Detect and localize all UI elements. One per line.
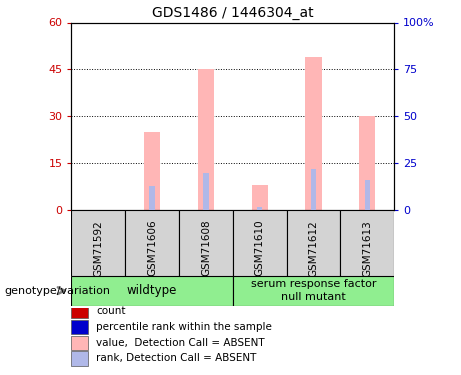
Bar bbox=[198, 69, 214, 210]
Text: percentile rank within the sample: percentile rank within the sample bbox=[96, 322, 272, 332]
Bar bbox=[125, 210, 179, 276]
Bar bbox=[233, 210, 287, 276]
Bar bbox=[71, 210, 125, 276]
Bar bbox=[203, 172, 208, 210]
Bar bbox=[71, 336, 89, 350]
Bar bbox=[149, 186, 155, 210]
Text: GSM71592: GSM71592 bbox=[93, 220, 103, 277]
Bar bbox=[365, 180, 370, 210]
Bar bbox=[257, 207, 262, 210]
Text: serum response factor
null mutant: serum response factor null mutant bbox=[251, 279, 376, 302]
Bar bbox=[305, 57, 321, 210]
Text: genotype/variation: genotype/variation bbox=[5, 286, 111, 296]
Text: GSM71613: GSM71613 bbox=[362, 220, 372, 277]
Bar bbox=[71, 304, 89, 318]
Bar bbox=[311, 169, 316, 210]
Text: GSM71612: GSM71612 bbox=[308, 220, 319, 277]
Bar bbox=[179, 210, 233, 276]
Bar bbox=[252, 185, 268, 210]
Title: GDS1486 / 1446304_at: GDS1486 / 1446304_at bbox=[152, 6, 313, 20]
Text: wildtype: wildtype bbox=[127, 284, 177, 297]
Bar bbox=[144, 132, 160, 210]
Text: GSM71610: GSM71610 bbox=[254, 220, 265, 276]
Text: GSM71608: GSM71608 bbox=[201, 220, 211, 276]
Text: value,  Detection Call = ABSENT: value, Detection Call = ABSENT bbox=[96, 338, 265, 348]
Bar bbox=[233, 276, 394, 306]
Text: GSM71606: GSM71606 bbox=[147, 220, 157, 276]
Bar bbox=[71, 351, 89, 366]
Bar bbox=[71, 320, 89, 334]
Bar bbox=[359, 116, 375, 210]
Bar bbox=[340, 210, 394, 276]
Bar bbox=[287, 210, 340, 276]
Text: rank, Detection Call = ABSENT: rank, Detection Call = ABSENT bbox=[96, 354, 256, 363]
Text: count: count bbox=[96, 306, 125, 316]
Bar bbox=[71, 276, 233, 306]
